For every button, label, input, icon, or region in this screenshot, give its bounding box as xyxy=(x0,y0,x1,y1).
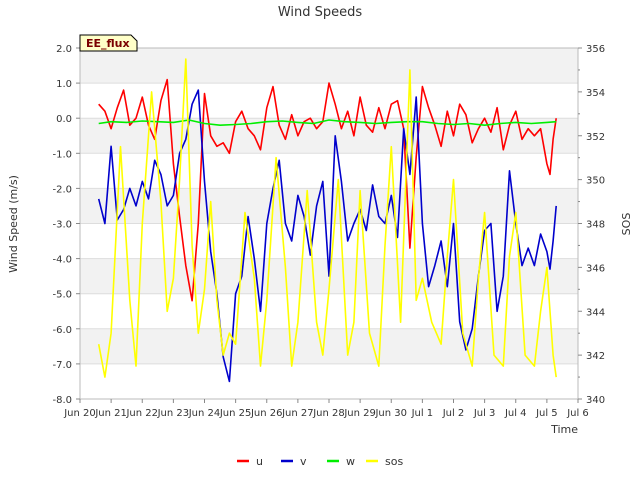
y-tick-label: -8.0 xyxy=(52,395,72,406)
chart-title: Wind Speeds xyxy=(278,5,363,20)
series-line-w xyxy=(98,119,557,126)
station-badge: EE_flux xyxy=(79,34,138,52)
y-axis-ticks: -8.0 -7.0 -6.0 -5.0 -4.0 -3.0 -2.0 -1.0 0.0 1.0 2.… xyxy=(52,44,80,406)
y2-tick-label: 344 xyxy=(586,307,605,318)
x-tick-label: Jun 28 xyxy=(312,408,345,419)
x-tick-label: Jun 29 xyxy=(343,408,376,419)
x-tick-label: Jun 26 xyxy=(250,408,283,419)
plot-band xyxy=(80,83,578,119)
x-tick-label: Jun 27 xyxy=(281,408,314,419)
x-tick-label: Jul 3 xyxy=(473,408,496,419)
y-axis-label: Wind Speed (m/s) xyxy=(7,175,20,273)
y2-tick-label: 350 xyxy=(586,176,605,187)
legend: u v w sos xyxy=(237,455,403,468)
y-tick-label: 2.0 xyxy=(56,44,72,55)
plot-band xyxy=(80,293,578,329)
y2-tick-label: 356 xyxy=(586,44,605,55)
x-tick-label: Jun 20 xyxy=(63,408,96,419)
station-badge-box xyxy=(79,34,138,52)
x-tick-label: Jul 4 xyxy=(504,408,527,419)
x-tick-label: Jun 24 xyxy=(188,408,221,419)
x-tick-label: Jun 25 xyxy=(219,408,252,419)
y2-tick-label: 346 xyxy=(586,263,605,274)
plot-band xyxy=(80,48,578,84)
y2-axis-ticks: 340 342 344 346 348 350 352 354 356 xyxy=(578,44,605,406)
x-tick-label: Jun 23 xyxy=(157,408,190,419)
plot-band xyxy=(80,188,578,224)
plot-band xyxy=(80,153,578,189)
y2-tick-label: 340 xyxy=(586,395,605,406)
y-tick-label: -6.0 xyxy=(52,325,72,336)
y2-tick-label: 348 xyxy=(586,220,605,231)
legend-label-sos: sos xyxy=(385,455,403,468)
x-tick-label: Jun 21 xyxy=(94,408,127,419)
x-tick-label: Jun 30 xyxy=(374,408,407,419)
y-tick-label: -3.0 xyxy=(52,220,72,231)
y-tick-label: 1.0 xyxy=(56,79,72,90)
y2-tick-label: 342 xyxy=(586,351,605,362)
legend-label-u: u xyxy=(256,455,263,468)
y2-tick-label: 354 xyxy=(586,88,605,99)
y-tick-label: -1.0 xyxy=(52,149,72,160)
y-tick-label: -5.0 xyxy=(52,290,72,301)
plot-series xyxy=(97,58,557,383)
x-tick-label: Jul 6 xyxy=(566,408,589,419)
y-tick-label: -7.0 xyxy=(52,360,72,371)
x-tick-label: Jun 22 xyxy=(125,408,158,419)
series-line-v xyxy=(97,89,557,383)
station-badge-label: EE_flux xyxy=(86,37,130,50)
legend-label-v: v xyxy=(300,455,307,468)
y-tick-label: 0.0 xyxy=(56,114,72,125)
plot-band xyxy=(80,223,578,259)
x-tick-label: Jul 2 xyxy=(442,408,465,419)
y-tick-label: -4.0 xyxy=(52,255,72,266)
plot-band xyxy=(80,363,578,399)
legend-label-w: w xyxy=(346,455,355,468)
series-line-sos xyxy=(97,58,557,378)
x-tick-label: Jul 1 xyxy=(411,408,434,419)
x-axis-ticks: Jun 20 Jun 21 Jun 22 Jun 23 Jun 24 Jun 25 Jun … xyxy=(63,399,589,419)
y2-tick-label: 352 xyxy=(586,132,605,143)
y-tick-label: -2.0 xyxy=(52,184,72,195)
x-tick-label: Jul 5 xyxy=(535,408,558,419)
x-axis-label: Time xyxy=(550,423,578,436)
y2-axis-label: SOS xyxy=(620,213,633,236)
plot-band xyxy=(80,328,578,364)
